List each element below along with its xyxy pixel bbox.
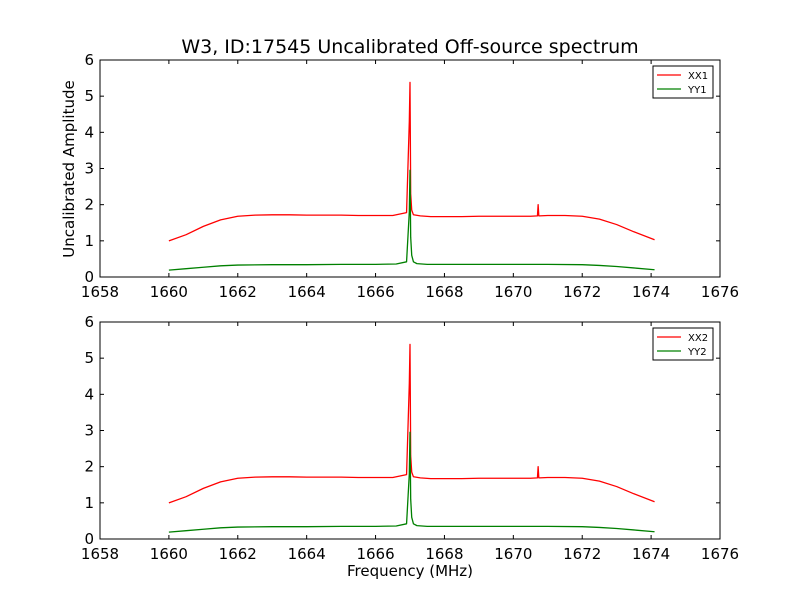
- series-line-xx2: [168, 343, 655, 504]
- x-tick-label: 1670: [494, 545, 532, 563]
- x-tick-label: 1666: [356, 545, 394, 563]
- series-line-xx1: [168, 81, 655, 242]
- x-tick-label: 1672: [563, 545, 601, 563]
- legend-label: XX1: [688, 71, 708, 82]
- y-tick-label: 0: [84, 268, 94, 286]
- x-tick-label: 1664: [288, 545, 326, 563]
- x-tick-label: 1676: [701, 545, 739, 563]
- x-tick-label: 1662: [219, 283, 257, 301]
- subplot-top: 1658 1660 1662 1664 1666 1668 1670 1672 1674 1676…: [81, 51, 739, 301]
- x-tick-label: 1672: [563, 283, 601, 301]
- y-tick-label: 1: [84, 232, 94, 250]
- y-tick-label: 3: [84, 160, 94, 178]
- x-tick-label: 1674: [632, 545, 670, 563]
- x-tick-label: 1658: [81, 283, 119, 301]
- chart-title: W3, ID:17545 Uncalibrated Off-source spe…: [181, 36, 638, 58]
- legend-box: [652, 327, 714, 361]
- legend-box: [652, 65, 714, 99]
- x-tick-label: 1668: [425, 545, 463, 563]
- x-tick-label: 1676: [701, 283, 739, 301]
- y-tick-label: 5: [84, 87, 94, 105]
- y-tick-label: 4: [84, 123, 94, 141]
- legend-label: YY1: [687, 85, 707, 96]
- y-tick-label: 2: [84, 196, 94, 214]
- x-tick-label: 1658: [81, 545, 119, 563]
- x-tick-label: 1660: [150, 545, 188, 563]
- x-tick-label: 1670: [494, 283, 532, 301]
- x-tick-label: 1660: [150, 283, 188, 301]
- y-axis-label: Uncalibrated Amplitude: [60, 80, 78, 257]
- y-tick-label: 2: [84, 458, 94, 476]
- x-tick-label: 1674: [632, 283, 670, 301]
- y-tick-label: 0: [84, 530, 94, 548]
- subplot-bottom: 1658 1660 1662 1664 1666 1668 1670 1672 1674 1676…: [81, 313, 739, 563]
- y-tick-label: 6: [84, 51, 94, 69]
- legend-label: YY2: [687, 347, 707, 358]
- series-line-yy2: [168, 431, 655, 533]
- series-line-yy1: [168, 169, 655, 271]
- legend-label: XX2: [688, 333, 708, 344]
- y-tick-label: 4: [84, 385, 94, 403]
- y-tick-label: 3: [84, 422, 94, 440]
- y-tick-label: 6: [84, 313, 94, 331]
- x-tick-label: 1668: [425, 283, 463, 301]
- y-tick-label: 5: [84, 349, 94, 367]
- x-tick-label: 1666: [356, 283, 394, 301]
- x-axis-label: Frequency (MHz): [347, 562, 473, 580]
- y-tick-label: 1: [84, 494, 94, 512]
- x-tick-label: 1664: [288, 283, 326, 301]
- x-tick-label: 1662: [219, 545, 257, 563]
